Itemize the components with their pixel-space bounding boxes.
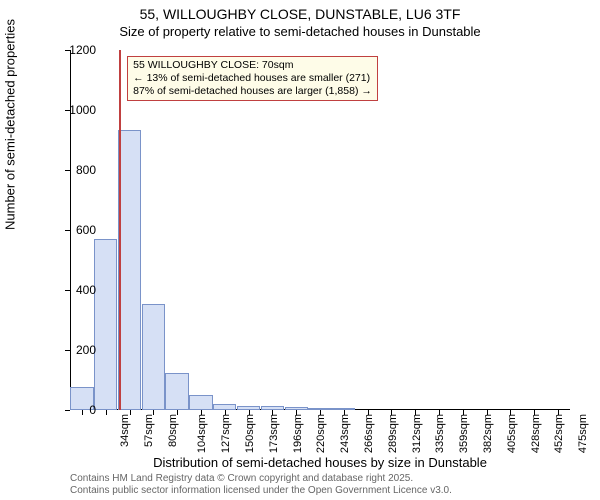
annotation-line-1: 55 WILLOUGHBY CLOSE: 70sqm [133, 59, 372, 72]
x-tick-mark [368, 410, 369, 415]
y-tick-label: 400 [46, 283, 96, 297]
x-tick-label: 452sqm [554, 414, 566, 453]
x-tick-mark [463, 410, 464, 415]
x-tick-mark [296, 410, 297, 415]
footer-attribution: Contains HM Land Registry data © Crown c… [70, 473, 452, 497]
plot-area: 34sqm57sqm80sqm104sqm127sqm150sqm173sqm1… [70, 50, 570, 410]
x-tick-mark [415, 410, 416, 415]
x-tick-label: 150sqm [244, 414, 256, 453]
y-tick-label: 800 [46, 163, 96, 177]
x-tick-mark [558, 410, 559, 415]
histogram-bar [94, 239, 117, 410]
chart-subtitle: Size of property relative to semi-detach… [0, 24, 600, 39]
x-axis-label: Distribution of semi-detached houses by … [70, 455, 570, 470]
y-axis-label: Number of semi-detached properties [3, 19, 18, 230]
x-tick-label: 289sqm [387, 414, 399, 453]
x-tick-label: 34sqm [119, 414, 131, 447]
x-tick-label: 196sqm [292, 414, 304, 453]
x-tick-mark [201, 410, 202, 415]
x-tick-label: 405sqm [506, 414, 518, 453]
histogram-bar [165, 373, 188, 411]
footer-line-1: Contains HM Land Registry data © Crown c… [70, 473, 452, 485]
annotation-box: 55 WILLOUGHBY CLOSE: 70sqm← 13% of semi-… [127, 56, 378, 101]
x-tick-mark [344, 410, 345, 415]
y-tick-label: 600 [46, 223, 96, 237]
x-tick-label: 312sqm [411, 414, 423, 453]
x-tick-label: 104sqm [196, 414, 208, 453]
footer-line-2: Contains public sector information licen… [70, 485, 452, 497]
x-tick-mark [130, 410, 131, 415]
y-tick-label: 1200 [46, 43, 96, 57]
x-tick-label: 382sqm [482, 414, 494, 453]
chart-title: 55, WILLOUGHBY CLOSE, DUNSTABLE, LU6 3TF [0, 6, 600, 22]
x-tick-mark [249, 410, 250, 415]
x-tick-mark [391, 410, 392, 415]
x-tick-label: 80sqm [167, 414, 179, 447]
x-tick-label: 428sqm [530, 414, 542, 453]
x-tick-mark [320, 410, 321, 415]
histogram-bar [142, 304, 165, 411]
x-tick-mark [439, 410, 440, 415]
histogram-bar [118, 130, 141, 411]
x-tick-label: 475sqm [577, 414, 589, 453]
x-tick-mark [225, 410, 226, 415]
y-tick-label: 200 [46, 343, 96, 357]
marker-line [119, 50, 121, 410]
y-tick-label: 1000 [46, 103, 96, 117]
histogram-bar [189, 395, 212, 410]
x-tick-label: 173sqm [268, 414, 280, 453]
x-tick-label: 266sqm [363, 414, 375, 453]
x-tick-mark [177, 410, 178, 415]
x-tick-mark [153, 410, 154, 415]
x-tick-mark [272, 410, 273, 415]
x-tick-mark [487, 410, 488, 415]
y-tick-label: 0 [46, 403, 96, 417]
x-tick-mark [510, 410, 511, 415]
annotation-line-3: 87% of semi-detached houses are larger (… [133, 85, 372, 98]
x-tick-label: 243sqm [339, 414, 351, 453]
x-tick-label: 359sqm [458, 414, 470, 453]
x-tick-label: 335sqm [435, 414, 447, 453]
x-tick-mark [106, 410, 107, 415]
annotation-line-2: ← 13% of semi-detached houses are smalle… [133, 72, 372, 85]
x-tick-mark [534, 410, 535, 415]
x-tick-label: 57sqm [143, 414, 155, 447]
x-tick-label: 127sqm [220, 414, 232, 453]
x-tick-label: 220sqm [316, 414, 328, 453]
chart-container: 55, WILLOUGHBY CLOSE, DUNSTABLE, LU6 3TF… [0, 0, 600, 500]
